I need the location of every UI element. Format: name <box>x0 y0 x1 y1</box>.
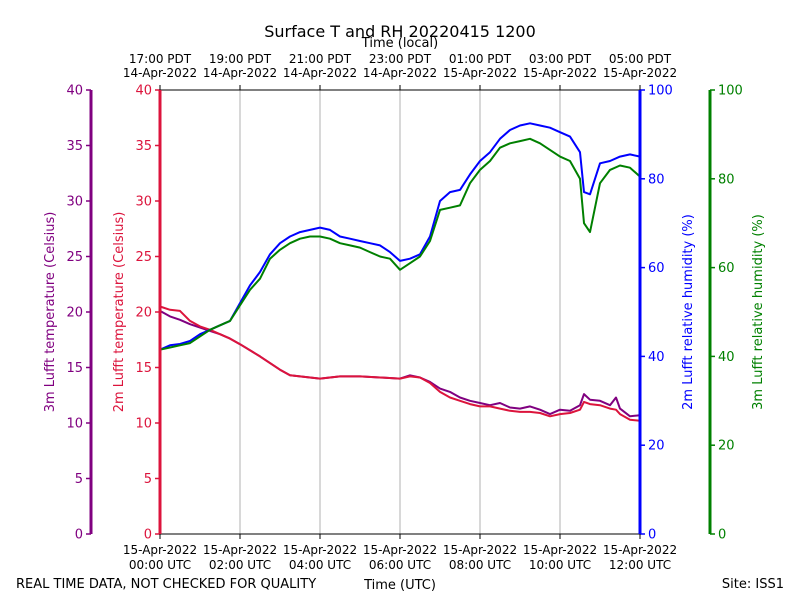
x-tick-local-date-2: 14-Apr-2022 <box>283 66 357 80</box>
x-tick-utc-date-1: 15-Apr-2022 <box>203 543 277 557</box>
x-tick-local-time-0: 17:00 PDT <box>129 52 192 66</box>
y-tick-label-t3m-25: 25 <box>66 250 83 265</box>
x-tick-utc-time-4: 08:00 UTC <box>449 558 511 572</box>
series-line-rh3m <box>159 137 641 351</box>
series-line-t2m <box>159 305 641 422</box>
x-tick-utc-date-0: 15-Apr-2022 <box>123 543 197 557</box>
y-tick-label-t2m-20: 20 <box>135 306 152 321</box>
y-tick-label-t3m-0: 0 <box>75 528 83 543</box>
y-tick-label-rh3m-20: 20 <box>718 439 735 454</box>
y-axis-t3m: 0 5 10 15 20 25 30 35 40 3m Lufft temperature (Ce… <box>43 84 93 543</box>
gridlines <box>239 90 561 534</box>
x-tick-local-time-5: 03:00 PDT <box>529 52 592 66</box>
chart-title: Surface T and RH 20220415 1200 <box>264 22 536 41</box>
quality-disclaimer: REAL TIME DATA, NOT CHECKED FOR QUALITY <box>16 577 316 592</box>
x-tick-utc-time-3: 06:00 UTC <box>369 558 431 572</box>
y-tick-label-rh3m-80: 80 <box>718 172 735 187</box>
x-tick-local-date-6: 15-Apr-2022 <box>603 66 677 80</box>
y-tick-label-rh3m-60: 60 <box>718 261 735 276</box>
y-tick-label-t2m-40: 40 <box>135 84 152 99</box>
y-tick-label-t3m-10: 10 <box>66 417 83 432</box>
x-tick-utc-date-4: 15-Apr-2022 <box>443 543 517 557</box>
x-tick-utc-time-5: 10:00 UTC <box>529 558 591 572</box>
x-tick-utc-date-2: 15-Apr-2022 <box>283 543 357 557</box>
y-tick-label-t3m-30: 30 <box>66 195 83 210</box>
y-tick-label-rh2m-20: 20 <box>648 439 665 454</box>
x-tick-local-time-2: 21:00 PDT <box>289 52 352 66</box>
x-axis-label: Time (UTC) <box>363 578 436 593</box>
y-axis-label-rh3m: 3m Lufft relative humidity (%) <box>751 214 766 410</box>
y-tick-label-t2m-10: 10 <box>135 417 152 432</box>
y-tick-label-rh2m-0: 0 <box>648 528 656 543</box>
y-tick-label-t3m-40: 40 <box>66 84 83 99</box>
y-tick-label-rh2m-40: 40 <box>648 350 665 365</box>
y-axis-rh2m: 0 20 40 60 80 100 2m Lufft relative humidity (… <box>638 84 696 543</box>
x-tick-utc-time-2: 04:00 UTC <box>289 558 351 572</box>
y-tick-label-t3m-5: 5 <box>75 472 83 487</box>
y-tick-label-t3m-15: 15 <box>66 361 83 376</box>
y-axis-label-t3m: 3m Lufft temperature (Celsius) <box>43 212 58 413</box>
y-tick-label-rh3m-100: 100 <box>718 84 743 99</box>
y-axis-rh3m: 0 20 40 60 80 100 3m Lufft relative humidity (… <box>708 84 766 543</box>
x-tick-utc-date-3: 15-Apr-2022 <box>363 543 437 557</box>
x-tick-local-time-3: 23:00 PDT <box>369 52 432 66</box>
y-tick-label-t3m-20: 20 <box>66 306 83 321</box>
site-label: Site: ISS1 <box>722 577 784 592</box>
x-tick-utc-time-1: 02:00 UTC <box>209 558 271 572</box>
y-tick-label-rh3m-40: 40 <box>718 350 735 365</box>
y-axis-label-t2m: 2m Lufft temperature (Celsius) <box>112 212 127 413</box>
y-tick-label-rh3m-0: 0 <box>718 528 726 543</box>
series-lines <box>159 122 641 422</box>
x-tick-local-date-4: 15-Apr-2022 <box>443 66 517 80</box>
y-axis-t2m: 0 5 10 15 20 25 30 35 40 2m Lufft temperature (Ce… <box>112 84 162 543</box>
x-tick-local-date-1: 14-Apr-2022 <box>203 66 277 80</box>
x-tick-local-time-6: 05:00 PDT <box>609 52 672 66</box>
x-tick-local-date-5: 15-Apr-2022 <box>523 66 597 80</box>
y-tick-label-t2m-30: 30 <box>135 195 152 210</box>
x-tick-local-time-1: 19:00 PDT <box>209 52 272 66</box>
y-tick-label-t2m-25: 25 <box>135 250 152 265</box>
y-tick-label-t2m-35: 35 <box>135 139 152 154</box>
y-tick-label-t2m-0: 0 <box>144 528 152 543</box>
x-tick-local-date-3: 14-Apr-2022 <box>363 66 437 80</box>
y-tick-label-rh2m-80: 80 <box>648 172 665 187</box>
top-axis-label: Time (local) <box>361 36 438 51</box>
x-tick-utc-date-5: 15-Apr-2022 <box>523 543 597 557</box>
y-tick-label-rh2m-100: 100 <box>648 84 673 99</box>
y-tick-label-t2m-15: 15 <box>135 361 152 376</box>
x-tick-utc-date-6: 15-Apr-2022 <box>603 543 677 557</box>
x-tick-local-time-4: 01:00 PDT <box>449 52 512 66</box>
y-axis-label-rh2m: 2m Lufft relative humidity (%) <box>681 214 696 410</box>
y-tick-label-t3m-35: 35 <box>66 139 83 154</box>
x-tick-local-date-0: 14-Apr-2022 <box>123 66 197 80</box>
y-tick-label-t2m-5: 5 <box>144 472 152 487</box>
x-tick-utc-time-0: 00:00 UTC <box>129 558 191 572</box>
series-line-rh2m <box>159 122 641 351</box>
y-tick-label-rh2m-60: 60 <box>648 261 665 276</box>
axes: 0 5 10 15 20 25 30 35 40 3m Lufft temperature (Ce… <box>43 84 766 543</box>
x-tick-utc-time-6: 12:00 UTC <box>609 558 671 572</box>
